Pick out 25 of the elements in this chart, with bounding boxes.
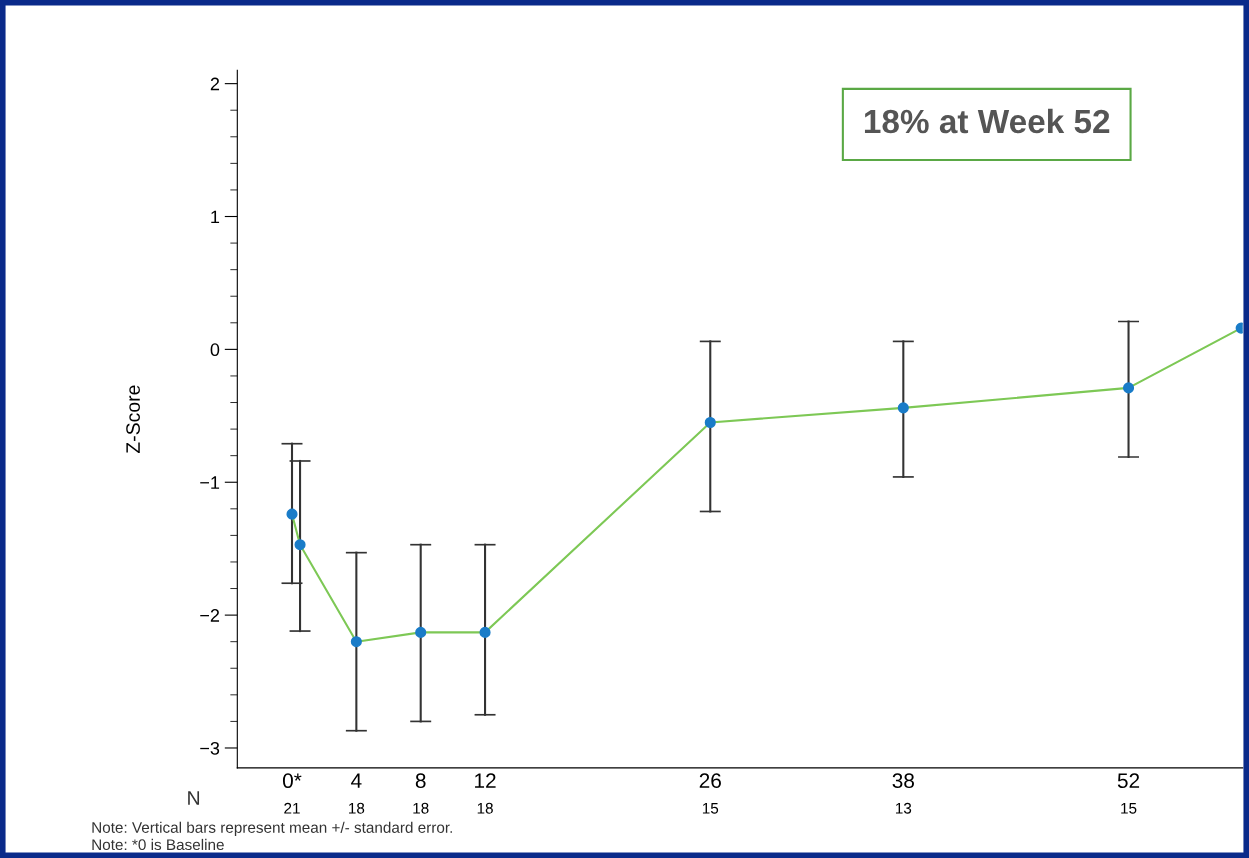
x-tick-label: 38: [892, 773, 914, 789]
y-tick-label: 0: [210, 343, 220, 357]
x-tick-label: 12: [475, 773, 496, 788]
y-tick-label: −1: [200, 476, 220, 489]
text: N: [188, 791, 200, 805]
y-tick-label: 1: [211, 210, 220, 224]
text: Note: Vertical bars represent mean +/- standard error.: [92, 821, 452, 836]
y-tick-label: 2: [210, 77, 220, 91]
x-tick-label: 0*: [282, 773, 302, 789]
x-tick-label: 26: [699, 773, 721, 789]
text: 18: [477, 802, 493, 814]
text: 18: [349, 802, 365, 814]
y-tick-label: −3: [200, 741, 220, 755]
x-tick-label: 52: [1117, 773, 1140, 789]
text: 18: [413, 802, 429, 814]
y-axis-title: Z-Score: [126, 385, 140, 454]
text: 13: [895, 802, 912, 814]
y-tick-label: −2: [200, 609, 220, 622]
text: 21: [284, 802, 300, 814]
text: 15: [1121, 803, 1137, 814]
x-tick-label: 8: [415, 773, 426, 789]
text: 15: [702, 803, 719, 814]
text: Note: *0 is Baseline: [92, 838, 224, 851]
annotation: 18% at Week 52: [864, 108, 1110, 134]
x-tick-label: 4: [351, 773, 362, 788]
